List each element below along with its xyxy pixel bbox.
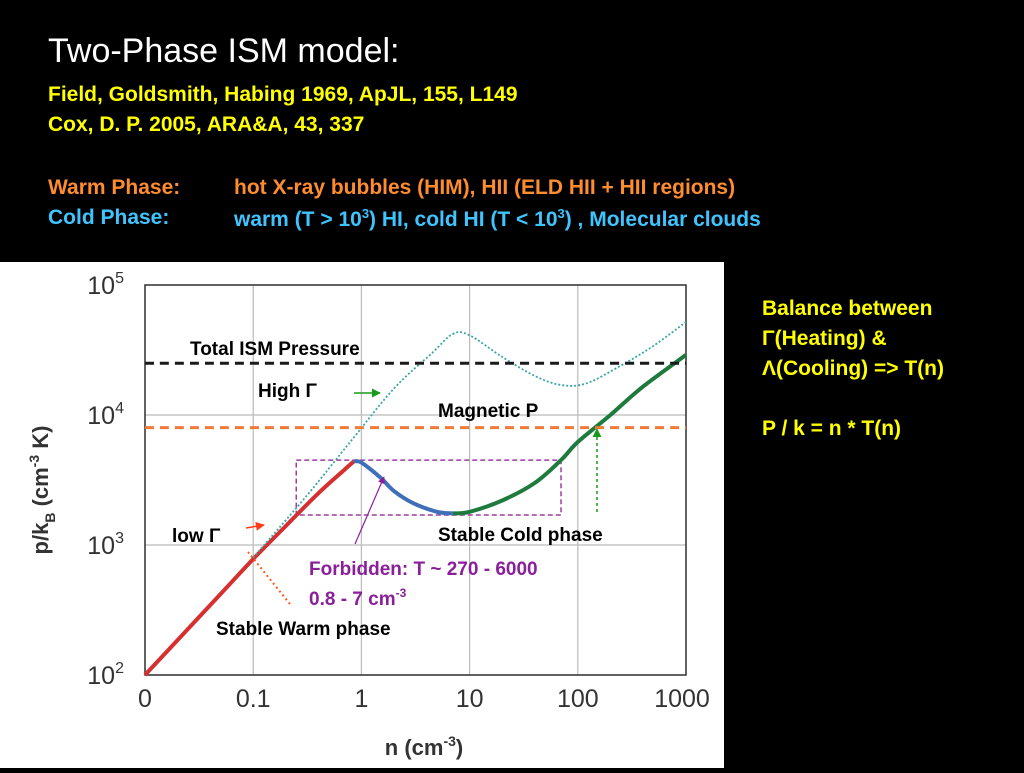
label-stable-warm-phase: Stable Warm phase	[216, 619, 391, 640]
label-forbidden-density: 0.8 - 7 cm-3	[309, 586, 407, 610]
tick-labels: 0 0.1 1 10 100 1000 102 103 104 105	[87, 270, 710, 713]
forbidden-region-box	[295, 459, 562, 516]
cold-phase-exp2: 3	[557, 206, 565, 221]
label-stable-cold-phase: Stable Cold phase	[438, 525, 603, 546]
slide-title: Two-Phase ISM model:	[48, 32, 400, 70]
x-axis-label: n (cm-3)	[385, 733, 463, 760]
label-forbidden-temperature: Forbidden: T ~ 270 - 6000	[309, 559, 538, 580]
x-tick-label: 0	[138, 685, 152, 713]
y-tick-label: 102	[87, 660, 124, 690]
phase-diagram-plot: 0 0.1 1 10 100 1000 102 103 104 105 n (cm-3) p/kB…	[0, 262, 724, 768]
reference-cox-2005: Cox, D. P. 2005, ARA&A, 43, 337	[48, 113, 365, 136]
series-warm-line	[143, 459, 356, 677]
balance-note: Balance between Γ(Heating) & Λ(Cooling) …	[762, 294, 944, 444]
cold-phase-value-part1: warm (T > 10	[234, 208, 362, 231]
forbidden-arrow	[354, 476, 385, 545]
label-total-ism-pressure: Total ISM Pressure	[190, 339, 360, 360]
y-tick-label: 103	[87, 530, 124, 560]
x-tick-label: 100	[557, 685, 599, 713]
balance-line-3: Λ(Cooling) => T(n)	[762, 357, 944, 380]
balance-line-2: Γ(Heating) &	[762, 327, 887, 350]
reference-field-1969: Field, Goldsmith, Habing 1969, ApJL, 155…	[48, 83, 518, 106]
stable-warm-pointer	[247, 551, 291, 605]
series-group	[143, 321, 688, 677]
cold-phase-exp1: 3	[361, 206, 370, 221]
x-tick-label: 1	[354, 685, 368, 713]
cold-phase-line: Cold Phase: warm (T > 103) HI, cold HI (…	[48, 206, 761, 231]
y-tick-label: 105	[87, 270, 124, 300]
cold-phase-value: warm (T > 103) HI, cold HI (T < 103) , M…	[234, 206, 761, 232]
series-cold-line	[452, 353, 688, 516]
pressure-density-chart: 0 0.1 1 10 100 1000 102 103 104 105 n (cm-3) p/kB…	[26, 270, 710, 760]
cold-phase-label: Cold Phase:	[48, 206, 170, 229]
balance-line-4: P / k = n * T(n)	[762, 417, 902, 440]
y-tick-label: 104	[87, 400, 124, 430]
label-high-gamma: High Γ	[258, 381, 317, 402]
balance-line-1: Balance between	[762, 297, 933, 320]
warm-phase-label: Warm Phase:	[48, 176, 181, 199]
series-high-gamma-line	[252, 321, 687, 559]
series-unstable-line	[353, 459, 454, 516]
x-tick-label: 1000	[654, 685, 710, 713]
low-gamma-arrow	[245, 521, 265, 531]
warm-phase-line: Warm Phase: hot X-ray bubbles (HIM), HII…	[48, 176, 735, 200]
cold-phase-value-part3: ) , Molecular clouds	[564, 208, 761, 231]
x-tick-label: 10	[456, 685, 484, 713]
label-low-gamma: low Γ	[172, 526, 221, 547]
label-magnetic-pressure: Magnetic P	[438, 401, 539, 422]
x-tick-label: 0.1	[236, 685, 271, 713]
y-axis-label: p/kB (cm-3 K)	[26, 426, 58, 555]
warm-phase-value: hot X-ray bubbles (HIM), HII (ELD HII + …	[234, 176, 736, 199]
cold-phase-value-part2: ) HI, cold HI (T < 10	[369, 208, 558, 231]
plot-frame	[144, 284, 687, 676]
